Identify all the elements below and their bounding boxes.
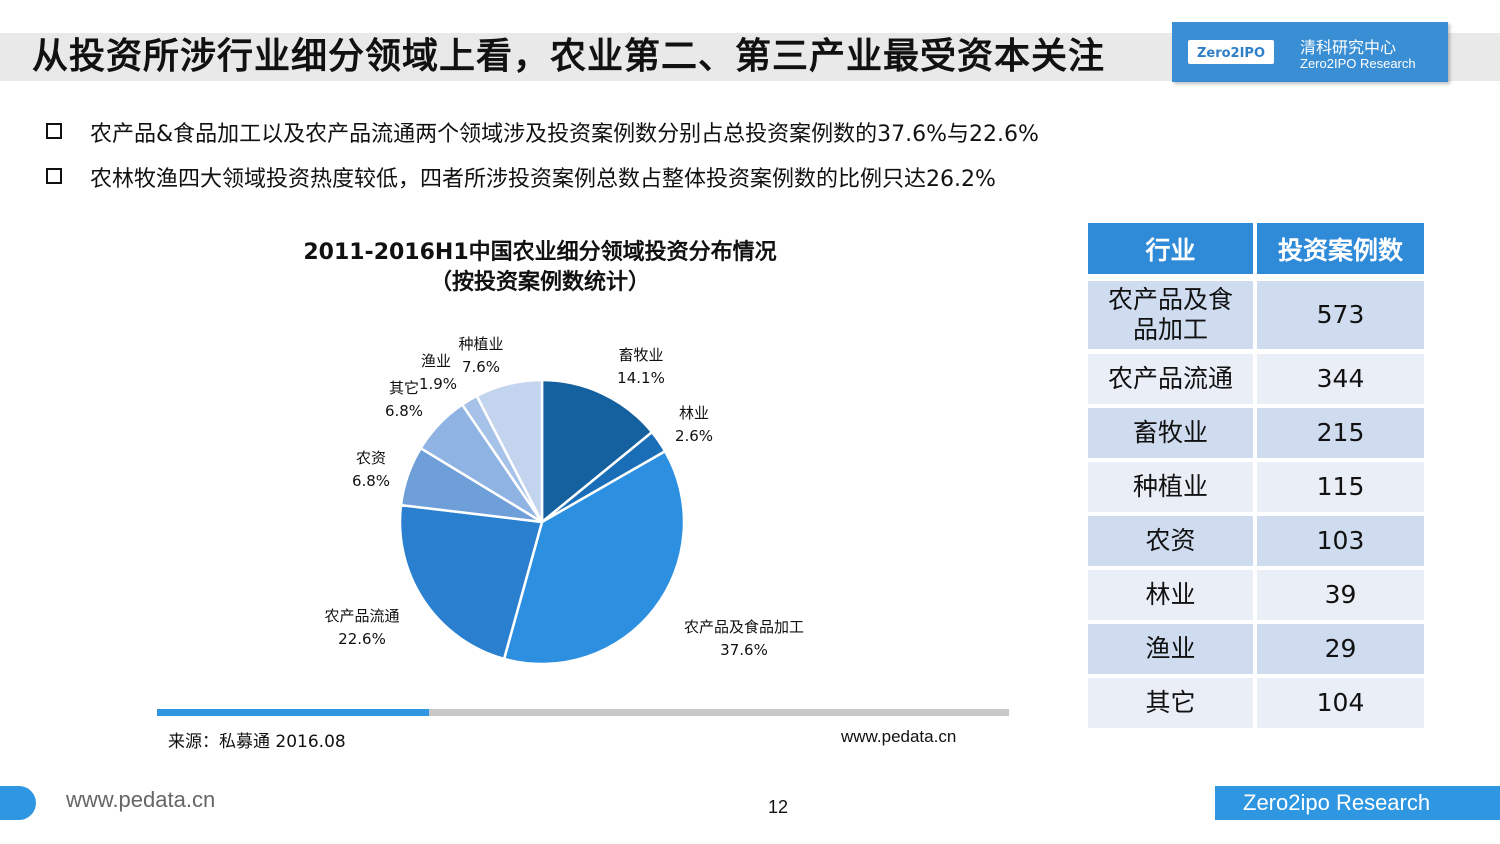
logo-badge: Zero2IPO xyxy=(1188,40,1274,64)
slice-percent-label: 22.6% xyxy=(338,630,386,648)
table-cell-industry: 其它 xyxy=(1088,678,1253,728)
bullet-text-2: 农林牧渔四大领域投资热度较低，四者所涉投资案例总数占整体投资案例数的比例只达26… xyxy=(90,167,996,192)
source-bar xyxy=(429,709,1009,716)
data-table: 行业 投资案例数 农产品及食品加工 573 农产品流通 344 畜牧业 215 种植业 115… xyxy=(1088,223,1426,733)
table-cell-count: 104 xyxy=(1257,678,1424,728)
slice-percent-label: 6.8% xyxy=(385,402,423,420)
source-bar-accent xyxy=(157,709,429,716)
slice-percent-label: 1.9% xyxy=(419,375,457,393)
slice-percent-label: 7.6% xyxy=(462,358,500,376)
pie-slice xyxy=(398,503,544,661)
slice-name-label: 农产品流通 xyxy=(324,607,399,625)
table-header-count: 投资案例数 xyxy=(1257,223,1424,274)
slice-name-label: 林业 xyxy=(679,404,709,422)
pie-chart: 畜牧业 14.1% 林业 2.6% 农产品及食品加工 37.6% 农产品流通 22.6% 农资 6… xyxy=(324,335,804,666)
bullet-box-icon xyxy=(46,123,62,139)
footer-url: www.pedata.cn xyxy=(66,787,216,812)
table-cell-count: 115 xyxy=(1257,462,1424,512)
table-cell-industry: 农资 xyxy=(1088,516,1253,566)
slice-percent-label: 6.8% xyxy=(352,472,390,490)
slice-percent-label: 37.6% xyxy=(720,641,768,659)
source-url: www.pedata.cn xyxy=(841,727,957,746)
slice-percent-label: 14.1% xyxy=(617,369,665,387)
brand-logo: Zero2IPO 清科研究中心 Zero2IPO Research xyxy=(1172,22,1448,82)
logo-english-name: Zero2IPO Research xyxy=(1300,56,1416,71)
slice-percent-label: 2.6% xyxy=(675,427,713,445)
table-cell-industry: 种植业 xyxy=(1088,462,1253,512)
table-cell-count: 344 xyxy=(1257,354,1424,404)
slice-name-label: 渔业 xyxy=(421,352,451,370)
logo-badge-text: Zero2IPO xyxy=(1197,46,1265,61)
chart-subtitle: （按投资案例数统计） xyxy=(429,270,650,295)
page-title: 从投资所涉行业细分领域上看，农业第二、第三产业最受资本关注 xyxy=(32,36,1106,77)
table-cell-count: 573 xyxy=(1257,281,1424,349)
table-cell-industry: 渔业 xyxy=(1088,624,1253,674)
table-cell-industry: 林业 xyxy=(1088,570,1253,620)
table-cell-industry: 畜牧业 xyxy=(1088,408,1253,458)
footer-mark xyxy=(0,786,36,820)
source-note: 来源：私募通 2016.08 xyxy=(168,732,346,752)
table-cell-count: 103 xyxy=(1257,516,1424,566)
table-cell-industry: 农产品及食品加工 xyxy=(1088,281,1253,349)
slice-name-label: 种植业 xyxy=(458,335,503,353)
pie-slice xyxy=(540,378,654,525)
table-cell-count: 29 xyxy=(1257,624,1424,674)
footer-brand: Zero2ipo Research xyxy=(1215,786,1500,820)
bullet-point-2: 农林牧渔四大领域投资热度较低，四者所涉投资案例总数占整体投资案例数的比例只达26… xyxy=(46,166,996,194)
bullet-point-1: 农产品&食品加工以及农产品流通两个领域涉及投资案例数分别占总投资案例数的37.6… xyxy=(46,121,1039,149)
slice-name-label: 其它 xyxy=(389,379,419,397)
slice-name-label: 农资 xyxy=(356,449,386,467)
pie-slice xyxy=(502,449,686,666)
table-header-industry: 行业 xyxy=(1088,223,1253,274)
table-cell-industry: 农产品流通 xyxy=(1088,354,1253,404)
pie-slices xyxy=(398,378,686,666)
bullet-box-icon xyxy=(46,168,62,184)
bullet-text-1: 农产品&食品加工以及农产品流通两个领域涉及投资案例数分别占总投资案例数的37.6… xyxy=(90,122,1039,147)
pie-labels: 畜牧业 14.1% 林业 2.6% 农产品及食品加工 37.6% 农产品流通 22.6% 农资 6… xyxy=(324,335,804,659)
table-cell-count: 215 xyxy=(1257,408,1424,458)
chart-title: 2011-2016H1中国农业细分领域投资分布情况 xyxy=(303,240,777,265)
logo-chinese-name: 清科研究中心 xyxy=(1300,38,1397,57)
pie-slice xyxy=(475,378,544,523)
slice-name-label: 农产品及食品加工 xyxy=(684,618,804,636)
page-number: 12 xyxy=(768,797,789,817)
table-cell-count: 39 xyxy=(1257,570,1424,620)
zero2ipo-logo-icon: Zero2IPO xyxy=(1197,46,1265,61)
slice-name-label: 畜牧业 xyxy=(618,346,663,364)
